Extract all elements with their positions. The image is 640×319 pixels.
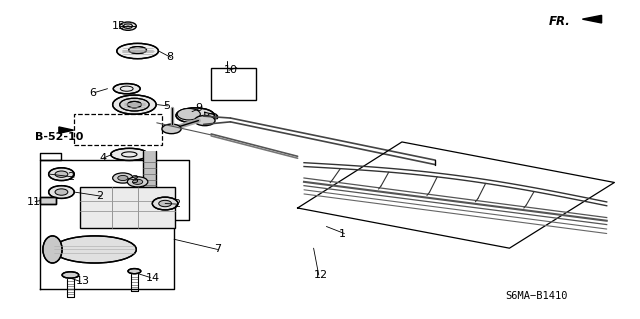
Text: 7: 7 — [214, 244, 221, 255]
Text: 13: 13 — [76, 276, 90, 286]
Text: 2: 2 — [173, 199, 180, 209]
Bar — [74, 114, 162, 145]
Circle shape — [127, 177, 148, 187]
Ellipse shape — [116, 43, 159, 59]
Polygon shape — [59, 127, 74, 133]
Text: FR.: FR. — [549, 15, 571, 28]
Circle shape — [177, 108, 200, 120]
Circle shape — [120, 22, 136, 30]
Circle shape — [132, 179, 143, 184]
Ellipse shape — [127, 101, 141, 108]
Text: 12: 12 — [314, 270, 328, 280]
Ellipse shape — [111, 148, 148, 160]
Ellipse shape — [43, 236, 62, 263]
Text: 5: 5 — [163, 101, 170, 111]
Ellipse shape — [53, 236, 136, 263]
Bar — [40, 197, 56, 204]
Text: 4: 4 — [99, 153, 106, 163]
Text: 10: 10 — [224, 65, 238, 75]
Circle shape — [49, 168, 74, 181]
Text: 9: 9 — [195, 103, 202, 114]
Text: 1: 1 — [339, 228, 346, 239]
Circle shape — [159, 200, 172, 207]
Circle shape — [118, 175, 128, 181]
Ellipse shape — [113, 95, 156, 114]
Circle shape — [113, 173, 133, 183]
Ellipse shape — [120, 98, 149, 111]
Circle shape — [195, 115, 215, 126]
Bar — [143, 151, 156, 207]
Text: 11: 11 — [27, 197, 41, 207]
Circle shape — [162, 124, 181, 134]
Text: 15: 15 — [112, 21, 126, 31]
Bar — [211, 68, 256, 100]
Text: B-52-10: B-52-10 — [35, 131, 84, 142]
Text: 2: 2 — [67, 172, 74, 182]
Circle shape — [152, 197, 178, 210]
Polygon shape — [582, 15, 602, 23]
Circle shape — [55, 189, 68, 195]
Ellipse shape — [128, 269, 141, 274]
Text: 6: 6 — [90, 87, 97, 98]
Text: S6MA−B1410: S6MA−B1410 — [506, 291, 568, 301]
Ellipse shape — [176, 108, 214, 123]
Bar — [80, 187, 175, 228]
Circle shape — [49, 186, 74, 198]
Ellipse shape — [113, 84, 140, 94]
Ellipse shape — [129, 47, 147, 54]
Text: 14: 14 — [146, 272, 160, 283]
Bar — [40, 197, 56, 204]
Text: 3: 3 — [131, 175, 138, 185]
Text: 2: 2 — [96, 191, 103, 201]
Circle shape — [55, 171, 68, 177]
Text: 8: 8 — [166, 52, 173, 63]
Ellipse shape — [62, 272, 79, 278]
